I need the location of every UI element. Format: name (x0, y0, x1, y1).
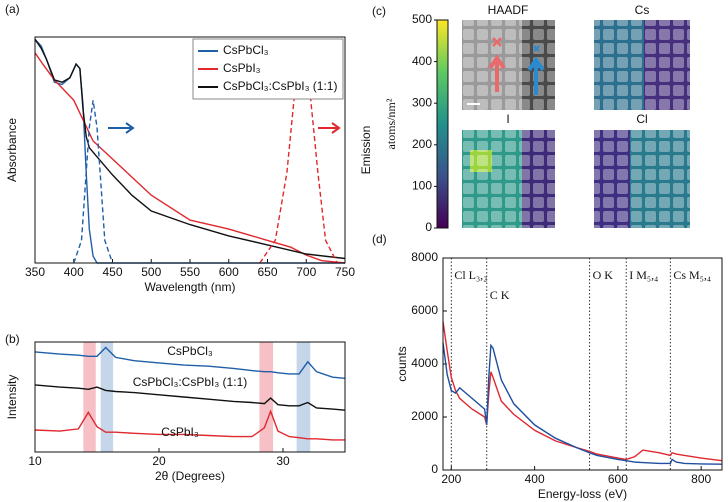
plot-frame (34, 36, 346, 264)
series-line (34, 346, 346, 379)
colorbar-tick-label: 100 (412, 179, 432, 193)
x-axis-label: 2θ (Degrees) (155, 469, 225, 483)
x-tick-label: 200 (441, 472, 461, 486)
x-tick-label: 20 (152, 454, 166, 468)
edge-label: C K (490, 288, 510, 302)
y-axis-label: Absorbance (5, 118, 19, 182)
cl-tiles (594, 130, 690, 228)
y-tick-label: 4000 (411, 356, 438, 370)
colorbar-tick-label: 0 (425, 220, 432, 234)
x-tick-label: 10 (28, 454, 42, 468)
x-tick-label: 550 (180, 265, 200, 279)
colorbar-label: atoms/nm² (384, 98, 398, 149)
legend-label: CsPbI₃ (223, 61, 261, 75)
series-line (442, 342, 723, 465)
colorbar-tick-label: 400 (412, 54, 432, 68)
plot-frame (442, 257, 723, 471)
series-line (73, 100, 114, 264)
map-title: I (506, 112, 509, 126)
y-axis-label: Intensity (5, 375, 19, 420)
panel-label: (d) (372, 232, 387, 246)
x-tick-label: 450 (102, 265, 122, 279)
x-axis-label: Wavelength (nm) (145, 280, 236, 294)
colorbar-tick-label: 300 (412, 95, 432, 109)
x-tick-label: 350 (25, 265, 45, 279)
highlight-band (83, 342, 96, 452)
series-label: CsPbCl₃ (167, 344, 213, 358)
x-tick-label: 600 (219, 265, 239, 279)
x-axis-label: Energy-loss (eV) (538, 487, 627, 501)
series-label: CsPbCl₃:CsPbI₃ (1:1) (133, 375, 247, 389)
emission-arrow (318, 122, 341, 134)
edge-label: Cl L₃,₂ (454, 268, 487, 282)
i-tiles (462, 130, 555, 228)
highlight-band (296, 342, 311, 452)
panel-label: (b) (5, 332, 20, 346)
panel-label: (c) (372, 4, 386, 18)
x-tick-label: 30 (276, 454, 290, 468)
series-line (442, 321, 723, 462)
cs-tiles (594, 20, 690, 110)
x-tick-label: 400 (64, 265, 84, 279)
panel-label: (a) (5, 2, 20, 16)
eds-maps (462, 20, 690, 228)
y-tick-label: 8000 (411, 250, 438, 264)
y-axis-label: counts (395, 346, 409, 381)
edge-label: O K (593, 268, 614, 282)
x-tick-label: 650 (257, 265, 277, 279)
series-line (34, 409, 345, 441)
marker-x-blue (533, 45, 540, 52)
x-tick-label: 800 (691, 472, 711, 486)
y-tick-label: 0 (431, 462, 438, 476)
series-label: CsPbI₃ (161, 425, 199, 439)
edge-label: I M₅,₄ (629, 268, 658, 282)
highlight-band (100, 342, 114, 452)
series-line (34, 384, 346, 411)
map-title: Cs (635, 3, 650, 17)
highlight-band (259, 342, 274, 452)
x-tick-label: 700 (296, 265, 316, 279)
blue-arrow (527, 56, 545, 95)
colorbar-tick-label: 200 (412, 137, 432, 151)
edge-label: Cs M₅,₄ (673, 268, 711, 282)
x-tick-label: 750 (335, 265, 355, 279)
map-title: Cl (636, 112, 647, 126)
y2-axis-label: Emission (359, 126, 373, 175)
plot-frame (34, 341, 346, 453)
marker-x (492, 37, 502, 47)
red-arrow (488, 54, 506, 92)
emission-arrow (108, 122, 135, 134)
x-tick-label: 600 (608, 472, 628, 486)
y-tick-label: 6000 (411, 303, 438, 317)
colorbar-tick-label: 500 (412, 12, 432, 26)
x-tick-label: 500 (141, 265, 161, 279)
y-tick-label: 2000 (411, 409, 438, 423)
legend-label: CsPbCl₃:CsPbI₃ (1:1) (223, 79, 337, 93)
legend-label: CsPbCl₃ (223, 43, 269, 57)
colorbar (436, 19, 449, 229)
map-title: HAADF (488, 3, 529, 17)
x-tick-label: 400 (525, 472, 545, 486)
